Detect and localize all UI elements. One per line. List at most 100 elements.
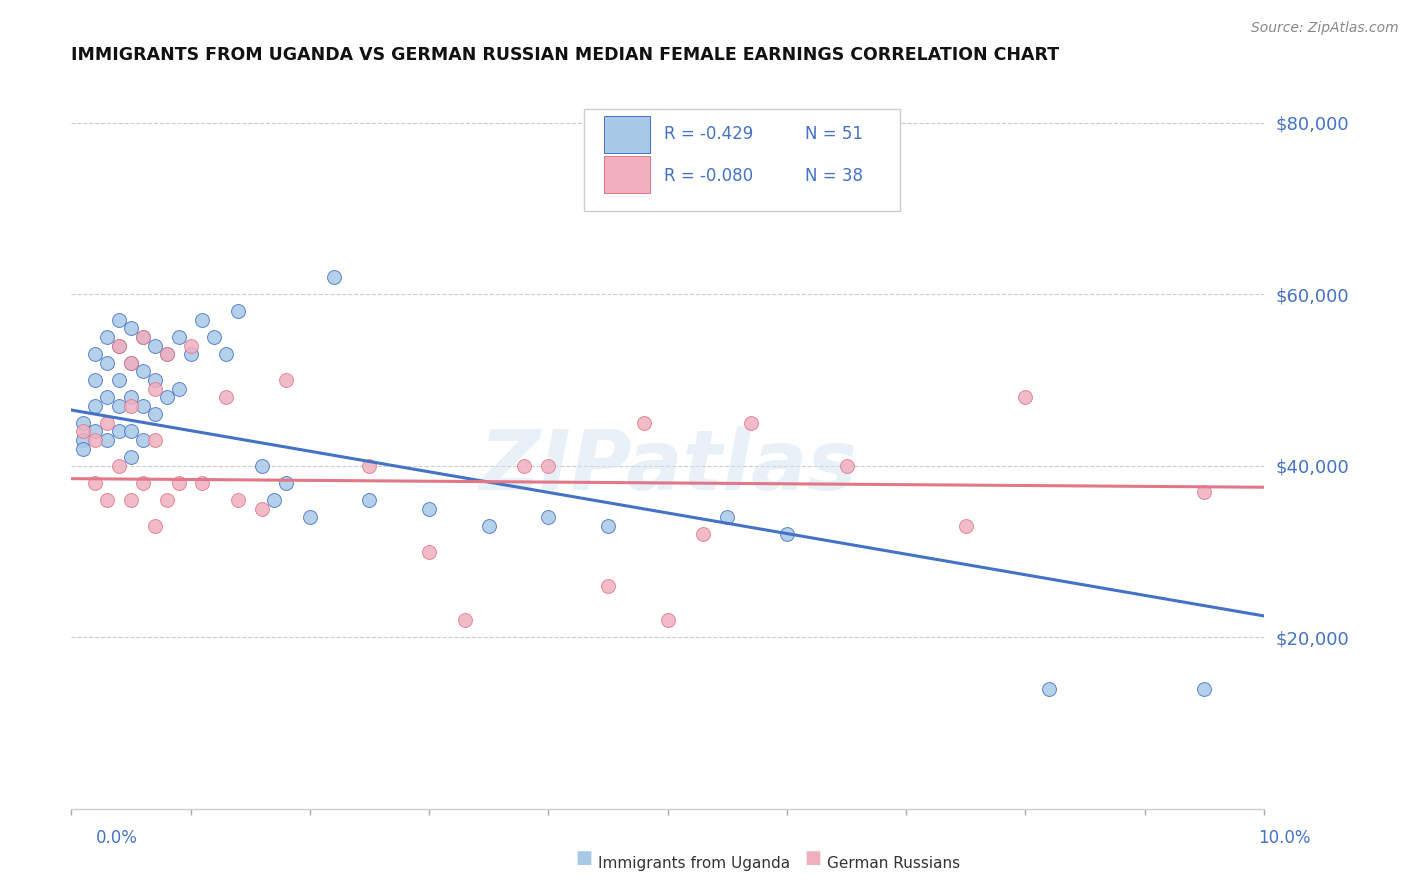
Text: ■: ■ bbox=[804, 849, 821, 867]
Point bbox=[454, 613, 477, 627]
Text: 10.0%: 10.0% bbox=[1258, 829, 1310, 847]
Point bbox=[143, 382, 166, 396]
Point bbox=[143, 519, 166, 533]
Point bbox=[167, 475, 190, 490]
Point bbox=[250, 501, 273, 516]
Text: R = -0.080: R = -0.080 bbox=[664, 167, 754, 185]
Point bbox=[156, 493, 179, 508]
Point bbox=[132, 399, 155, 413]
Point bbox=[191, 313, 214, 327]
Point bbox=[143, 407, 166, 421]
Point bbox=[120, 450, 142, 465]
Text: IMMIGRANTS FROM UGANDA VS GERMAN RUSSIAN MEDIAN FEMALE EARNINGS CORRELATION CHAR: IMMIGRANTS FROM UGANDA VS GERMAN RUSSIAN… bbox=[72, 46, 1059, 64]
Point bbox=[478, 519, 501, 533]
Point bbox=[72, 433, 94, 447]
FancyBboxPatch shape bbox=[583, 109, 900, 211]
Text: 0.0%: 0.0% bbox=[96, 829, 138, 847]
Point bbox=[132, 364, 155, 378]
Point bbox=[191, 475, 214, 490]
Text: ■: ■ bbox=[575, 849, 592, 867]
Point bbox=[132, 433, 155, 447]
Text: N = 51: N = 51 bbox=[804, 126, 863, 144]
Point bbox=[179, 347, 201, 361]
Point bbox=[84, 373, 107, 387]
Point bbox=[274, 373, 297, 387]
Point bbox=[120, 321, 142, 335]
Point bbox=[84, 475, 107, 490]
Point bbox=[96, 390, 118, 404]
Text: Immigrants from Uganda: Immigrants from Uganda bbox=[598, 856, 790, 871]
Point bbox=[250, 458, 273, 473]
Point bbox=[1194, 484, 1216, 499]
Point bbox=[226, 493, 249, 508]
Point bbox=[596, 579, 619, 593]
Point bbox=[120, 493, 142, 508]
Point bbox=[72, 425, 94, 439]
Point bbox=[418, 544, 440, 558]
Point bbox=[132, 330, 155, 344]
Text: Source: ZipAtlas.com: Source: ZipAtlas.com bbox=[1251, 21, 1399, 35]
Point bbox=[202, 330, 225, 344]
Text: ZIPatlas: ZIPatlas bbox=[478, 425, 856, 507]
Point bbox=[143, 373, 166, 387]
Point bbox=[359, 493, 381, 508]
Point bbox=[692, 527, 714, 541]
Point bbox=[108, 339, 131, 353]
Point bbox=[84, 425, 107, 439]
Point bbox=[633, 416, 655, 430]
Point bbox=[120, 356, 142, 370]
Point bbox=[132, 475, 155, 490]
Bar bbox=[605, 116, 650, 153]
Bar bbox=[605, 156, 650, 193]
Point bbox=[84, 347, 107, 361]
Point bbox=[108, 425, 131, 439]
Point bbox=[72, 442, 94, 456]
Point bbox=[108, 373, 131, 387]
Point bbox=[596, 519, 619, 533]
Point bbox=[120, 390, 142, 404]
Point bbox=[108, 399, 131, 413]
Point bbox=[96, 330, 118, 344]
Point bbox=[132, 330, 155, 344]
Text: German Russians: German Russians bbox=[827, 856, 960, 871]
Point bbox=[1038, 681, 1060, 696]
Point bbox=[1014, 390, 1036, 404]
Point bbox=[120, 399, 142, 413]
Point bbox=[835, 458, 858, 473]
Point bbox=[418, 501, 440, 516]
Point bbox=[298, 510, 321, 524]
Text: R = -0.429: R = -0.429 bbox=[664, 126, 754, 144]
Point bbox=[143, 433, 166, 447]
Text: N = 38: N = 38 bbox=[804, 167, 863, 185]
Point bbox=[108, 313, 131, 327]
Point bbox=[215, 347, 238, 361]
Point bbox=[215, 390, 238, 404]
Point bbox=[167, 382, 190, 396]
Point bbox=[322, 270, 344, 285]
Point bbox=[156, 347, 179, 361]
Point bbox=[537, 458, 560, 473]
Point bbox=[96, 416, 118, 430]
Point bbox=[740, 416, 762, 430]
Point bbox=[513, 458, 536, 473]
Point bbox=[716, 510, 738, 524]
Point bbox=[226, 304, 249, 318]
Point bbox=[84, 433, 107, 447]
Point bbox=[274, 475, 297, 490]
Point bbox=[179, 339, 201, 353]
Point bbox=[657, 613, 679, 627]
Point bbox=[96, 493, 118, 508]
Point bbox=[156, 347, 179, 361]
Point bbox=[108, 339, 131, 353]
Point bbox=[167, 330, 190, 344]
Point bbox=[96, 433, 118, 447]
Point bbox=[955, 519, 977, 533]
Point bbox=[156, 390, 179, 404]
Point bbox=[84, 399, 107, 413]
Point bbox=[120, 425, 142, 439]
Point bbox=[120, 356, 142, 370]
Point bbox=[263, 493, 285, 508]
Point bbox=[96, 356, 118, 370]
Point bbox=[776, 527, 799, 541]
Point bbox=[537, 510, 560, 524]
